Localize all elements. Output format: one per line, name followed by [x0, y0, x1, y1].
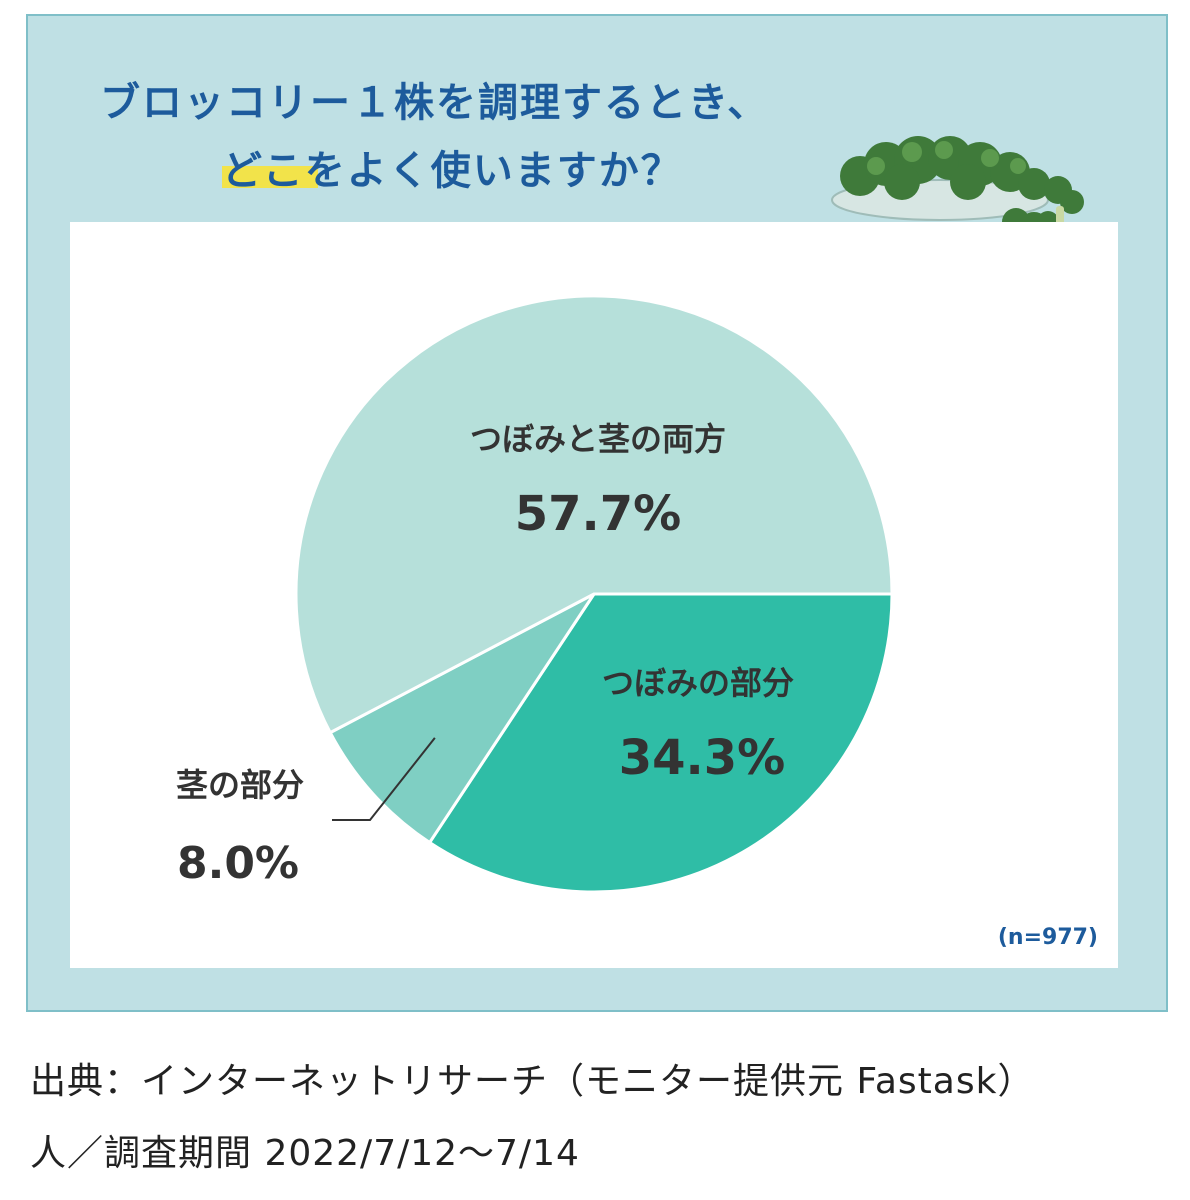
leader-line — [332, 737, 436, 821]
chart-area: つぼみと茎の両方 57.7% つぼみの部分 34.3% 茎の部分 8.0% (n=977) — [70, 222, 1118, 968]
pie-slice — [328, 592, 596, 845]
survey-period-note: 人／調査期間 2022/7/12～7/14 — [30, 1133, 580, 1174]
slice-label: 茎の部分 — [176, 766, 304, 804]
pie-chart: つぼみと茎の両方 57.7% つぼみの部分 34.3% 茎の部分 8.0% (n=977) — [176, 294, 1098, 950]
slice-label: つぼみの部分 — [602, 664, 794, 702]
sample-size-note: (n=977) — [998, 925, 1098, 950]
chart-title-line-2: どこをよく使いますか？ — [222, 148, 683, 194]
slice-value: 57.7% — [515, 486, 682, 542]
title-highlight-mark — [222, 166, 318, 188]
slice-value: 8.0% — [177, 838, 299, 889]
source-note: 出典：インターネットリサーチ（モニター提供元 Fastask） — [30, 1061, 1035, 1102]
chart-title-line-1: ブロッコリー１株を調理するとき、 — [100, 80, 770, 126]
slice-label: つぼみと茎の両方 — [470, 420, 726, 458]
slice-value: 34.3% — [619, 730, 786, 786]
pie-slice — [294, 294, 894, 735]
